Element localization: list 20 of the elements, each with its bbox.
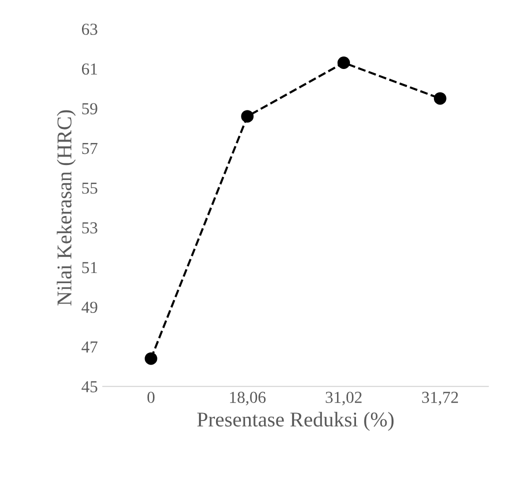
point xyxy=(337,56,350,69)
x-tick-label: 0 xyxy=(147,392,155,403)
y-axis-title: Nilai Kekerasan (HRC) xyxy=(56,110,76,306)
y-tick-label: 57 xyxy=(82,142,98,154)
x-tick-label: 31,02 xyxy=(326,392,362,406)
point xyxy=(241,110,254,123)
y-tick-label: 63 xyxy=(82,24,98,35)
y-tick-label: 51 xyxy=(82,262,97,274)
y-tick-label: 53 xyxy=(82,222,98,234)
point xyxy=(144,352,158,365)
y-tick-label: 59 xyxy=(82,103,98,114)
y-tick-label: 45 xyxy=(82,381,98,392)
x-axis-title: Presentase Reduksi (%) xyxy=(197,412,394,431)
y-tick-label: 61 xyxy=(82,63,97,75)
y-tick-label: 55 xyxy=(82,182,98,194)
x-tick-label: 31,72 xyxy=(422,392,458,406)
y-tick-label: 49 xyxy=(82,302,98,313)
x-tick-label: 18,06 xyxy=(230,392,266,406)
y-tick-label: 47 xyxy=(82,342,98,352)
point xyxy=(434,92,446,105)
